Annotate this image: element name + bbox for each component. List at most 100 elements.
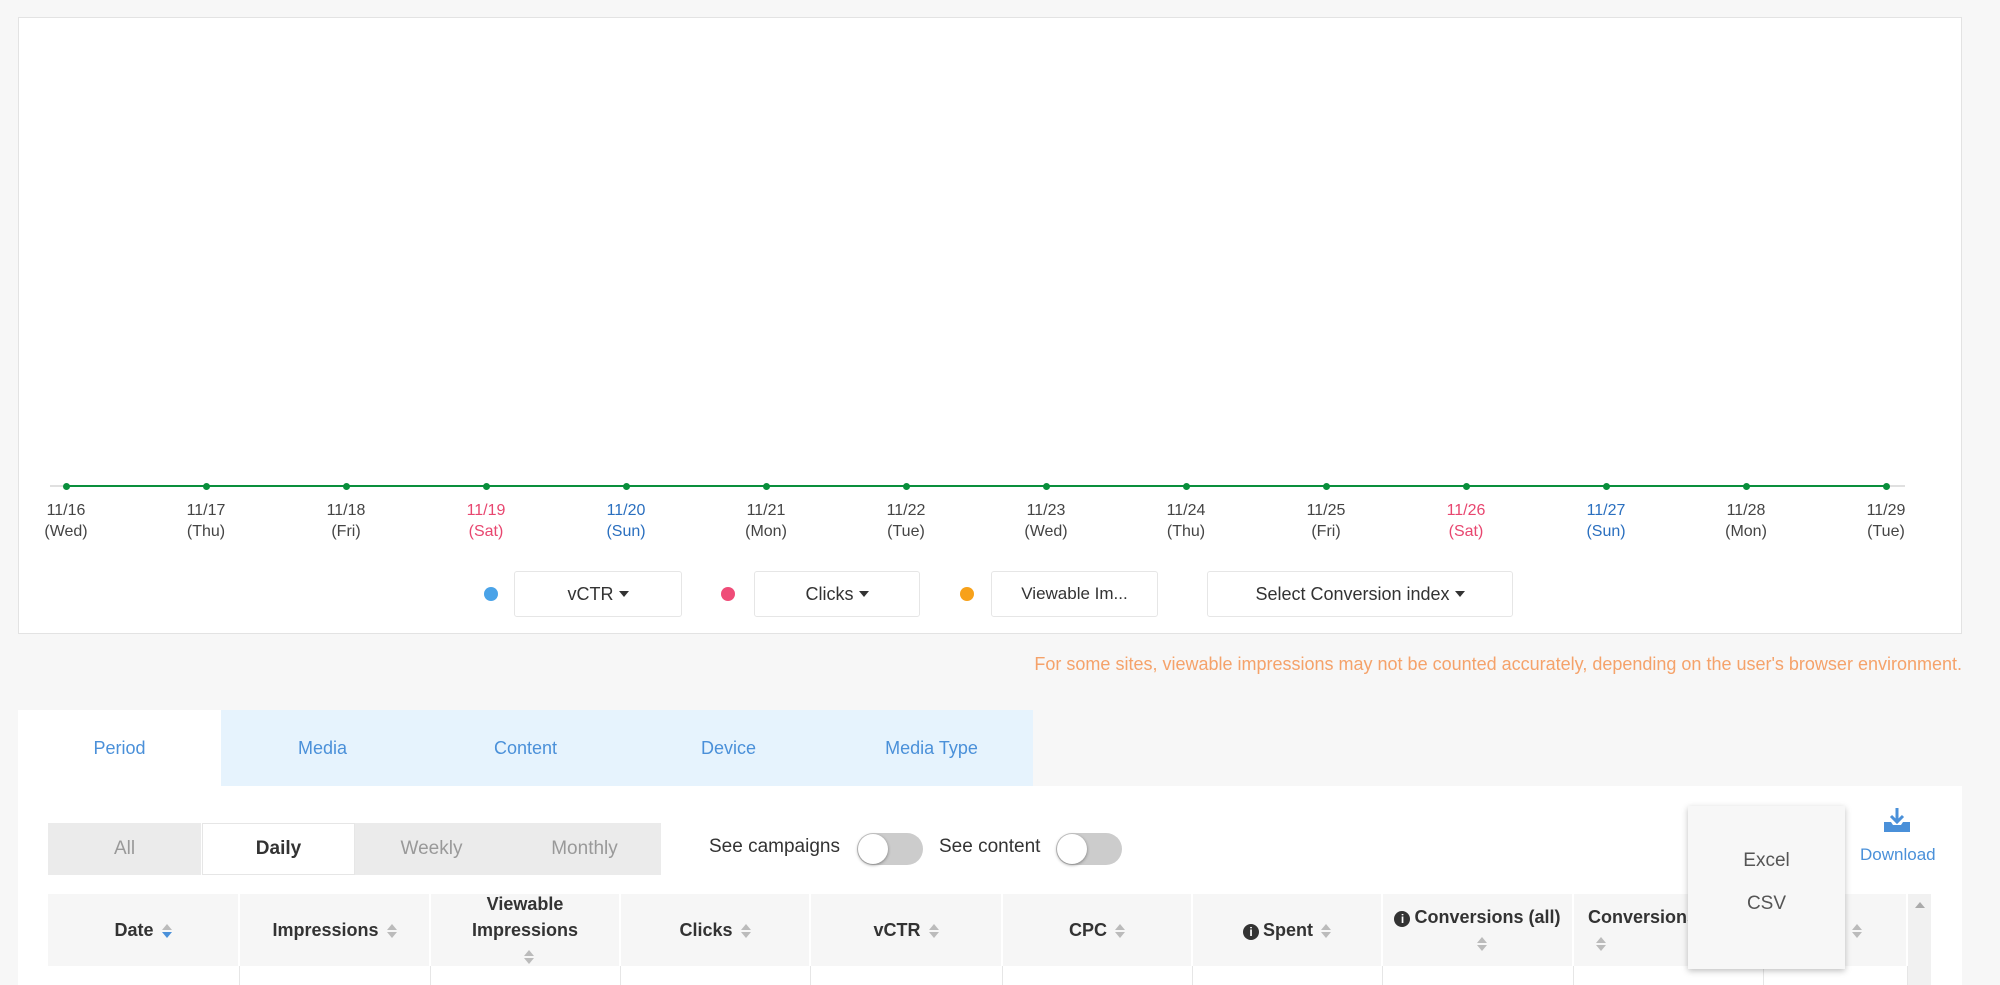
tick-day: (Sun) (1586, 523, 1626, 540)
info-icon: i (1242, 924, 1259, 940)
tick-day: (Thu) (186, 523, 226, 540)
tab-media-type[interactable]: Media Type (830, 710, 1033, 786)
sort-icon[interactable] (386, 924, 397, 939)
download-button[interactable]: Download (1860, 806, 1936, 865)
tick-date: 11/18 (326, 502, 366, 519)
metric-select-vctr[interactable]: vCTR (514, 571, 682, 617)
tick-date: 11/26 (1446, 502, 1486, 519)
tick-day: (Sat) (468, 523, 504, 540)
sort-icon[interactable] (1852, 924, 1863, 939)
data-point[interactable] (1883, 483, 1890, 490)
table-cell (811, 966, 1003, 985)
sort-icon[interactable] (740, 924, 751, 939)
tick-day: (Tue) (887, 523, 925, 540)
x-tick-label: 11/21 (Mon) (726, 500, 806, 542)
column-header[interactable]: Date (48, 894, 240, 966)
x-tick-label: 11/16 (Wed) (26, 500, 106, 542)
data-point[interactable] (903, 483, 910, 490)
table-cell (1003, 966, 1193, 985)
data-point[interactable] (1743, 483, 1750, 490)
column-label: vCTR (873, 920, 921, 940)
tick-day: (Fri) (331, 523, 361, 540)
see-content-toggle[interactable] (1056, 833, 1122, 865)
tab-content[interactable]: Content (424, 710, 627, 786)
download-label: Download (1860, 845, 1936, 864)
period-all[interactable]: All (48, 823, 201, 875)
sort-icon[interactable] (1596, 937, 1606, 952)
table-cell (1383, 966, 1574, 985)
table-cell (621, 966, 811, 985)
x-tick-label: 11/28 (Mon) (1706, 500, 1786, 542)
tick-date: 11/22 (886, 502, 926, 519)
x-tick-label: 11/20 (Sun) (586, 500, 666, 542)
column-header[interactable]: i Conversions (all) (1383, 894, 1574, 966)
table-cell (431, 966, 621, 985)
column-header[interactable]: CPC (1003, 894, 1193, 966)
table-cell (1193, 966, 1383, 985)
period-monthly[interactable]: Monthly (508, 823, 661, 875)
data-point[interactable] (623, 483, 630, 490)
data-point[interactable] (483, 483, 490, 490)
column-label: Impressions (272, 920, 379, 940)
column-label: Conversions (1588, 907, 1698, 927)
tab-period[interactable]: Period (18, 710, 221, 786)
sort-icon[interactable] (1476, 937, 1487, 952)
see-campaigns-label: See campaigns (709, 836, 840, 857)
column-header[interactable]: i Spent (1193, 894, 1383, 966)
x-tick-label: 11/27 (Sun) (1566, 500, 1646, 542)
tick-day: (Tue) (1867, 523, 1905, 540)
data-point[interactable] (203, 483, 210, 490)
tick-date: 11/21 (746, 502, 786, 519)
series-line-data (66, 485, 1886, 487)
legend-dot-viewable (960, 587, 974, 601)
metric-select-viewable[interactable]: Viewable Im... (991, 571, 1158, 617)
data-point[interactable] (1463, 483, 1470, 490)
legend-dot-vctr (484, 587, 498, 601)
tick-date: 11/23 (1026, 502, 1066, 519)
metric-label: Clicks (805, 583, 854, 604)
tick-date: 11/20 (606, 502, 646, 519)
info-icon: i (1394, 911, 1411, 927)
tick-date: 11/27 (1586, 502, 1626, 519)
viewable-notice: For some sites, viewable impressions may… (1034, 654, 1962, 674)
data-point[interactable] (1603, 483, 1610, 490)
caret-down-icon (618, 591, 629, 597)
period-daily[interactable]: Daily (202, 823, 355, 875)
metric-select-clicks[interactable]: Clicks (754, 571, 920, 617)
data-point[interactable] (1183, 483, 1190, 490)
x-tick-label: 11/23 (Wed) (1006, 500, 1086, 542)
sort-icon[interactable] (161, 924, 172, 939)
table-cell (1574, 966, 1764, 985)
data-point[interactable] (63, 483, 70, 490)
tick-date: 11/16 (46, 502, 86, 519)
sort-icon[interactable] (1115, 924, 1125, 939)
data-point[interactable] (763, 483, 770, 490)
data-point[interactable] (343, 483, 350, 490)
table-cell (48, 966, 240, 985)
tick-day: (Wed) (44, 523, 88, 540)
sort-icon[interactable] (524, 950, 534, 965)
download-csv[interactable]: CSV (1746, 893, 1787, 914)
see-campaigns-toggle[interactable] (857, 833, 923, 865)
sort-icon[interactable] (1321, 924, 1331, 939)
download-excel[interactable]: Excel (1743, 850, 1790, 871)
data-point[interactable] (1323, 483, 1330, 490)
column-header[interactable]: Viewable Impressions (431, 894, 621, 966)
column-header[interactable]: Clicks (621, 894, 811, 966)
scroll-up-icon[interactable] (1914, 902, 1925, 908)
data-point[interactable] (1043, 483, 1050, 490)
tick-day: (Wed) (1024, 523, 1068, 540)
column-label: Viewable Impressions (471, 894, 579, 940)
tick-date: 11/24 (1166, 502, 1206, 519)
column-header[interactable]: Impressions (240, 894, 431, 966)
conversion-index-select[interactable]: Select Conversion index (1207, 571, 1513, 617)
tab-device[interactable]: Device (627, 710, 830, 786)
column-header[interactable]: vCTR (811, 894, 1003, 966)
column-label: Conversions (all) (1414, 907, 1561, 927)
sort-icon[interactable] (928, 924, 939, 939)
x-tick-label: 11/19 (Sat) (446, 500, 526, 542)
x-tick-label: 11/22 (Tue) (866, 500, 946, 542)
tab-media[interactable]: Media (221, 710, 424, 786)
table-scrollbar[interactable] (1908, 894, 1931, 985)
period-weekly[interactable]: Weekly (355, 823, 508, 875)
